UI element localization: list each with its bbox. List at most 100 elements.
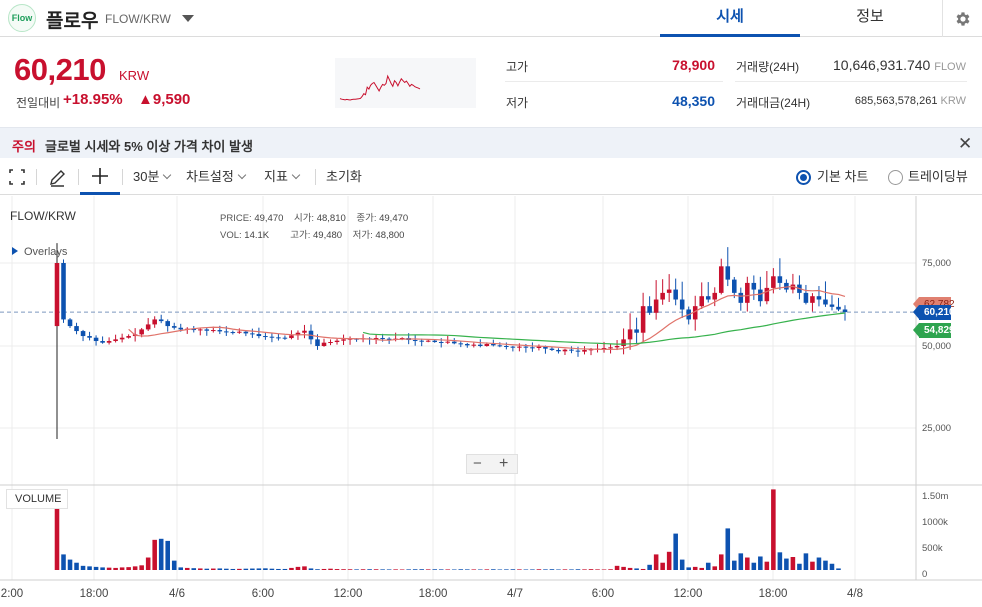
volume-bar [478, 569, 483, 570]
volume-bar [530, 569, 535, 570]
volume-bar [87, 566, 92, 570]
volume-bar [74, 562, 79, 570]
candle-body [165, 321, 170, 327]
candlestick-chart[interactable] [0, 196, 982, 607]
candle-body [152, 319, 157, 325]
price-gap-notice: 주의 글로벌 시세와 5% 이상 가격 차이 발생 ✕ [0, 127, 982, 158]
volume-bar [732, 560, 737, 570]
volume-bar [184, 567, 190, 570]
candle-body [543, 346, 548, 349]
volume-bar [614, 565, 620, 570]
time-tick: 18:00 [758, 588, 788, 600]
volume-bar [295, 566, 301, 570]
divider [505, 81, 723, 82]
close-icon[interactable]: ✕ [958, 134, 973, 153]
candle-body [373, 338, 379, 340]
volume-bar [263, 568, 268, 570]
volume-bar [523, 569, 529, 570]
volume-bar [582, 569, 587, 570]
volume-tick: 1000k [922, 517, 948, 528]
zoom-controls: − + [466, 454, 518, 474]
settings-button[interactable] [942, 0, 982, 37]
candle-body [510, 346, 516, 348]
volume-bar [308, 568, 314, 570]
candle-body [145, 324, 151, 330]
chevron-down-icon[interactable] [182, 15, 194, 22]
time-tick: 4/6 [169, 588, 185, 600]
candle-body [243, 331, 249, 334]
candle-body [204, 329, 210, 331]
volume-bar [119, 567, 125, 570]
volume-bar [315, 569, 320, 570]
candle-body [113, 339, 118, 342]
fullscreen-button[interactable] [9, 159, 25, 195]
volume-bar [745, 557, 750, 570]
candle-body [803, 292, 809, 303]
divider [78, 169, 79, 185]
candle-body [699, 296, 705, 307]
change-rate: +18.95% [63, 91, 123, 108]
volume-bar [211, 568, 216, 570]
divider [735, 81, 967, 82]
volume-bar [465, 569, 470, 570]
volume-bar [256, 568, 262, 570]
candle-body [771, 276, 776, 288]
tradingview-radio[interactable] [888, 170, 903, 185]
candle-body [712, 292, 718, 300]
price-tick: 75,000 [922, 258, 952, 269]
candle-body [601, 347, 607, 349]
basic-chart-label[interactable]: 기본 차트 [817, 169, 869, 184]
tab-market[interactable]: 시세 [660, 0, 800, 37]
price-tick: 25,000 [922, 423, 952, 434]
reset-button[interactable]: 초기화 [326, 169, 362, 184]
tab-info[interactable]: 정보 [856, 8, 884, 25]
crosshair-button[interactable] [80, 159, 120, 195]
volume-bar [61, 554, 66, 570]
candle-body [276, 337, 281, 339]
legend-open-label: 시가: [293, 213, 315, 224]
candle-body [504, 346, 509, 347]
volume-bar [269, 568, 275, 570]
volume-bar [224, 568, 229, 570]
high-label: 고가 [506, 60, 529, 74]
candle-body [732, 279, 737, 293]
candle-body [478, 344, 483, 346]
indicators-dropdown[interactable]: 지표 [264, 159, 301, 195]
candle-body [106, 341, 112, 343]
candle-body [412, 340, 418, 342]
price-chart[interactable]: FLOW/KRW Overlays PRICE: 49,470 시가: 48,8… [0, 196, 982, 607]
mini-price-line [339, 74, 421, 101]
volume-bar [549, 569, 555, 570]
volume-bar [178, 567, 184, 570]
volume-bar [653, 554, 659, 570]
volume-bar [54, 502, 60, 570]
candle-body [54, 263, 60, 327]
volume-bar [419, 569, 424, 570]
basic-chart-radio[interactable] [796, 170, 811, 185]
chart-settings-dropdown[interactable]: 차트설정 [186, 159, 247, 195]
volume-bar [393, 569, 398, 570]
zoom-out-button[interactable]: − [473, 455, 482, 472]
candle-body [328, 342, 333, 344]
volume-bar [666, 551, 672, 570]
volume-bar [484, 569, 490, 570]
candle-body [67, 319, 73, 327]
interval-dropdown[interactable]: 30분 [133, 159, 172, 195]
zoom-in-button[interactable]: + [499, 455, 509, 472]
candle-body [237, 331, 242, 333]
overlays-toggle[interactable]: Overlays [12, 246, 67, 258]
draw-button[interactable] [48, 159, 66, 195]
time-tick: 4/8 [847, 588, 863, 600]
volume-bar [373, 569, 379, 570]
tradingview-label[interactable]: 트레이딩뷰 [908, 169, 968, 184]
chart-pair-label: FLOW/KRW [10, 209, 76, 223]
volume-bar [836, 568, 841, 570]
volume-bar [510, 569, 516, 570]
candle-body [816, 296, 822, 300]
volume-bar [399, 569, 405, 570]
volume-bar [204, 568, 210, 570]
candle-body [640, 306, 646, 333]
volume-bar [491, 569, 496, 570]
current-price-tag: 60,210 [913, 305, 955, 320]
candle-body [790, 284, 796, 290]
